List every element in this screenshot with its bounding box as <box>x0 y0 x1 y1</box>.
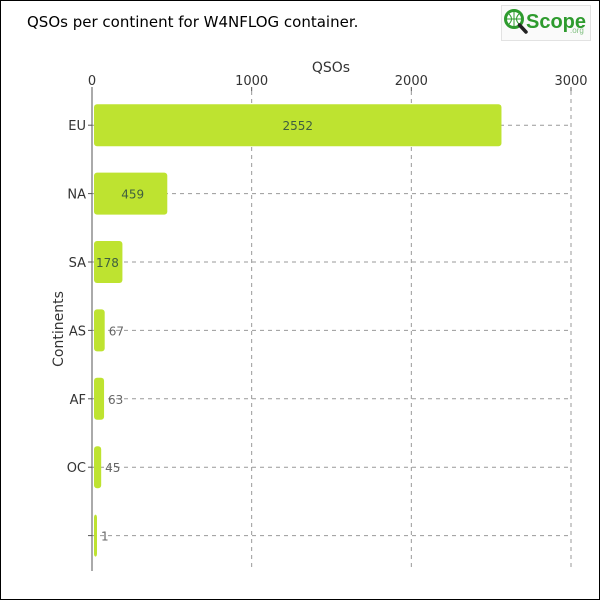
y-tick-label: SA <box>69 256 86 271</box>
bar-value-label: 2552 <box>282 119 313 133</box>
bar <box>94 104 502 147</box>
qscope-logo: Scope .org <box>501 5 591 41</box>
x-tick-label: 2000 <box>395 74 428 89</box>
bar <box>94 514 97 557</box>
y-tick-label: AS <box>69 324 86 339</box>
labels: 2552 459 178 67 63 45 1 <box>96 119 313 543</box>
grid-lines <box>92 91 572 571</box>
bar-value-label: 67 <box>109 324 124 338</box>
y-tick-label: EU <box>68 119 86 134</box>
bar-value-label: 1 <box>101 530 109 544</box>
logo-suffix: .org <box>570 26 584 35</box>
y-tick-label: AF <box>70 393 86 408</box>
x-tick-label: 3000 <box>554 74 587 89</box>
bar <box>94 309 105 352</box>
chart-title: QSOs per continent for W4NFLOG container… <box>27 13 359 31</box>
x-tick-label: 1000 <box>235 74 268 89</box>
y-tick-label: OC <box>67 461 86 476</box>
bar-value-label: 45 <box>105 461 120 475</box>
bar <box>94 446 102 489</box>
bar-value-label: 63 <box>108 393 123 407</box>
bar <box>94 241 123 283</box>
y-tick-label: NA <box>67 188 86 203</box>
x-tick-label: 0 <box>88 74 96 89</box>
bar <box>94 172 168 215</box>
bar-value-label: 459 <box>121 188 144 202</box>
bar <box>94 377 105 420</box>
logo-text: Scope <box>526 11 586 33</box>
bar-value-label: 178 <box>96 256 119 270</box>
x-axis-title: QSOs <box>312 60 350 76</box>
y-axis-title: Continents <box>51 291 67 367</box>
globe-magnifier-icon <box>504 9 528 34</box>
bars <box>94 104 502 557</box>
axes: 0 1000 2000 3000 EU NA SA AS AF OC <box>67 74 588 571</box>
